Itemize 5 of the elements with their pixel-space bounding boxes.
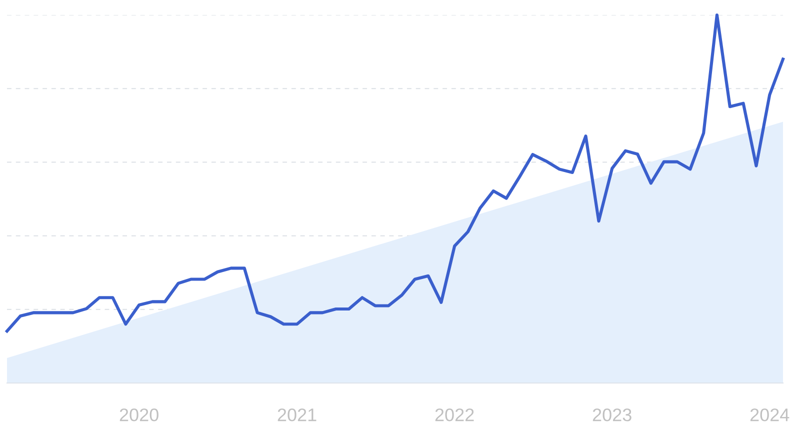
x-tick-label: 2021 — [278, 408, 316, 422]
x-tick-label: 2024 — [750, 408, 790, 422]
x-tick-label: 2022 — [435, 408, 474, 422]
x-tick-label: 2023 — [592, 408, 632, 422]
x-tick-label: 2020 — [120, 408, 158, 422]
